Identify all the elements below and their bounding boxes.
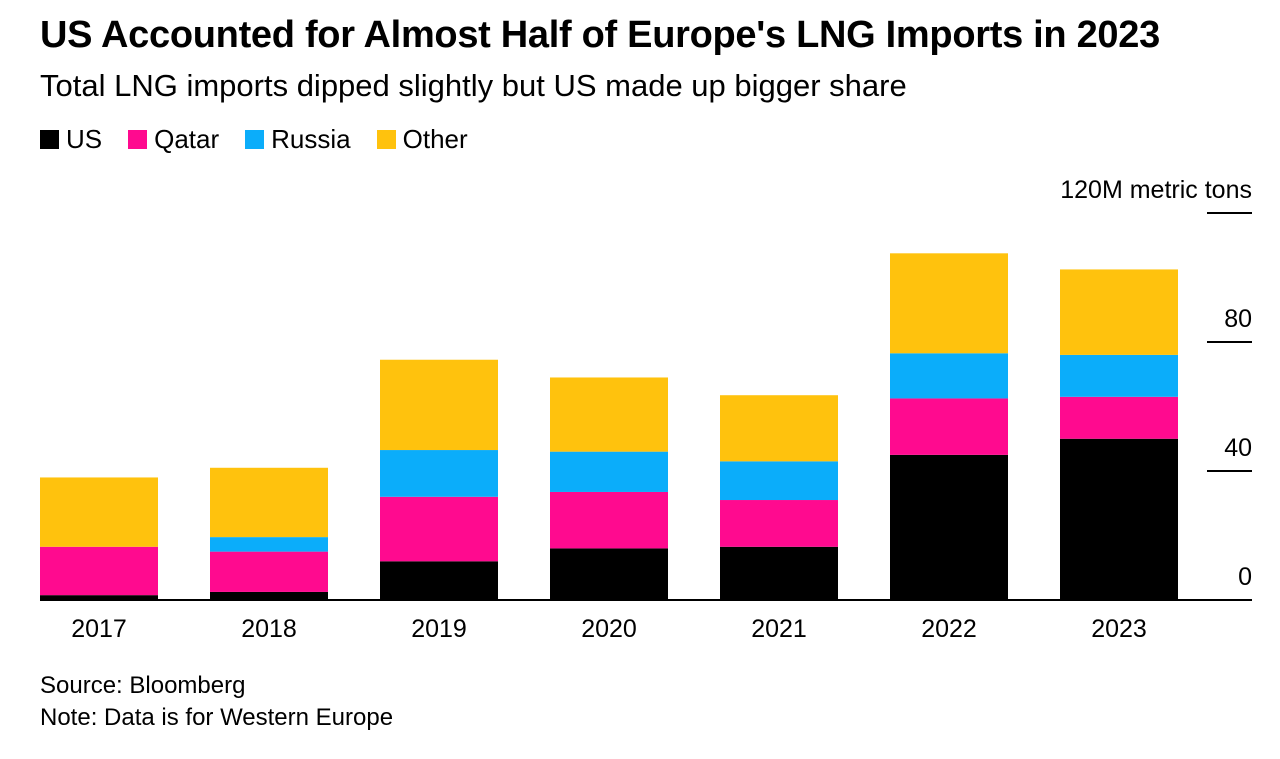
y-tick-label-0: 0 [1238, 563, 1252, 591]
x-tick-label-2021: 2021 [751, 615, 807, 643]
stacked-bar-chart: 2017 2018 2019 2020 2021 2022 2023 0 40 80 120M me… [40, 176, 1252, 643]
bar-segment-other-2020 [550, 377, 668, 452]
x-tick-label-2017: 2017 [71, 615, 127, 643]
y-tick-label-120: 120M metric tons [1060, 176, 1252, 204]
bar-segment-other-2021 [720, 395, 838, 462]
bar-segment-us-2023 [1060, 438, 1178, 600]
bar-segment-qatar-2021 [720, 500, 838, 547]
bar-segment-us-2020 [550, 548, 668, 600]
legend-swatch-other [376, 130, 396, 149]
bar-segment-qatar-2018 [210, 551, 328, 592]
legend: US Qatar Russia Other [40, 124, 494, 155]
legend-item-qatar: Qatar [128, 124, 219, 155]
y-tick-label-80: 80 [1224, 305, 1252, 333]
chart-title: US Accounted for Almost Half of Europe's… [40, 14, 1160, 56]
bar-segment-russia-2021 [720, 461, 838, 501]
legend-label-us: US [66, 124, 103, 154]
bar-segment-russia-2018 [210, 537, 328, 552]
legend-label-qatar: Qatar [154, 124, 220, 154]
bar-segment-russia-2022 [890, 353, 1008, 399]
legend-item-other: Other [376, 124, 468, 155]
bar-segment-us-2021 [720, 546, 838, 600]
bar-segment-other-2019 [380, 359, 498, 451]
legend-swatch-us [40, 130, 59, 149]
legend-swatch-qatar [128, 130, 148, 149]
bar-segment-qatar-2022 [890, 398, 1008, 455]
bar-segment-qatar-2020 [550, 491, 668, 549]
bar-segment-us-2018 [210, 591, 328, 600]
bar-segment-us-2019 [380, 561, 498, 600]
bar-segment-qatar-2017 [40, 546, 158, 596]
legend-item-russia: Russia [245, 124, 351, 155]
bar-segment-other-2023 [1060, 269, 1178, 355]
x-tick-label-2019: 2019 [411, 615, 467, 643]
bar-segment-russia-2020 [550, 451, 668, 492]
x-tick-label-2022: 2022 [921, 615, 977, 643]
bar-segment-russia-2023 [1060, 354, 1178, 397]
bar-segment-other-2022 [890, 253, 1008, 354]
bar-segment-other-2017 [40, 477, 158, 547]
legend-swatch-russia [245, 130, 265, 149]
legend-label-russia: Russia [271, 124, 351, 154]
source-note: Source: Bloomberg [40, 672, 246, 699]
bar-segment-us-2022 [890, 454, 1008, 600]
bar-segment-russia-2019 [380, 450, 498, 497]
bar-segment-qatar-2023 [1060, 396, 1178, 439]
x-tick-label-2020: 2020 [581, 615, 637, 643]
y-tick-label-40: 40 [1224, 434, 1252, 462]
bar-segment-qatar-2019 [380, 496, 498, 562]
bar-segment-other-2018 [210, 467, 328, 538]
x-tick-label-2023: 2023 [1091, 615, 1147, 643]
x-tick-label-2018: 2018 [241, 615, 297, 643]
chart-subtitle: Total LNG imports dipped slightly but US… [40, 68, 907, 103]
bar-segment-us-2017 [40, 595, 158, 600]
legend-label-other: Other [402, 124, 468, 154]
legend-item-us: US [40, 124, 102, 155]
data-note: Note: Data is for Western Europe [40, 704, 394, 731]
